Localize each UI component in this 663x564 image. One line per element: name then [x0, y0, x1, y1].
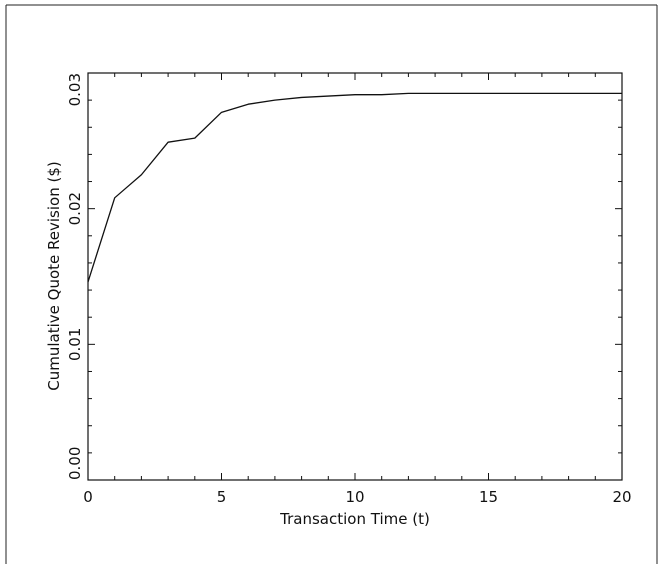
x-tick-label: 5: [217, 488, 227, 506]
y-tick-labels: 0.00 0.01 0.02 0.03: [66, 73, 84, 480]
x-tick-label: 0: [83, 488, 93, 506]
x-tick-labels: 0 5 10 15 20: [83, 488, 631, 506]
y-tick-label: 0.01: [66, 328, 84, 361]
plot-area: [87, 72, 623, 481]
x-tick-label: 20: [612, 488, 631, 506]
axis-ticks: [87, 72, 623, 481]
x-axis-label: Transaction Time (t): [279, 510, 430, 528]
series-line: [87, 92, 622, 283]
series-group: [87, 92, 622, 283]
y-tick-label: 0.00: [66, 447, 84, 480]
y-axis-label: Cumulative Quote Revision ($): [45, 161, 63, 390]
x-tick-label: 15: [479, 488, 498, 506]
y-tick-label: 0.03: [66, 73, 84, 106]
x-tick-label: 10: [345, 488, 364, 506]
y-tick-label: 0.02: [66, 192, 84, 225]
